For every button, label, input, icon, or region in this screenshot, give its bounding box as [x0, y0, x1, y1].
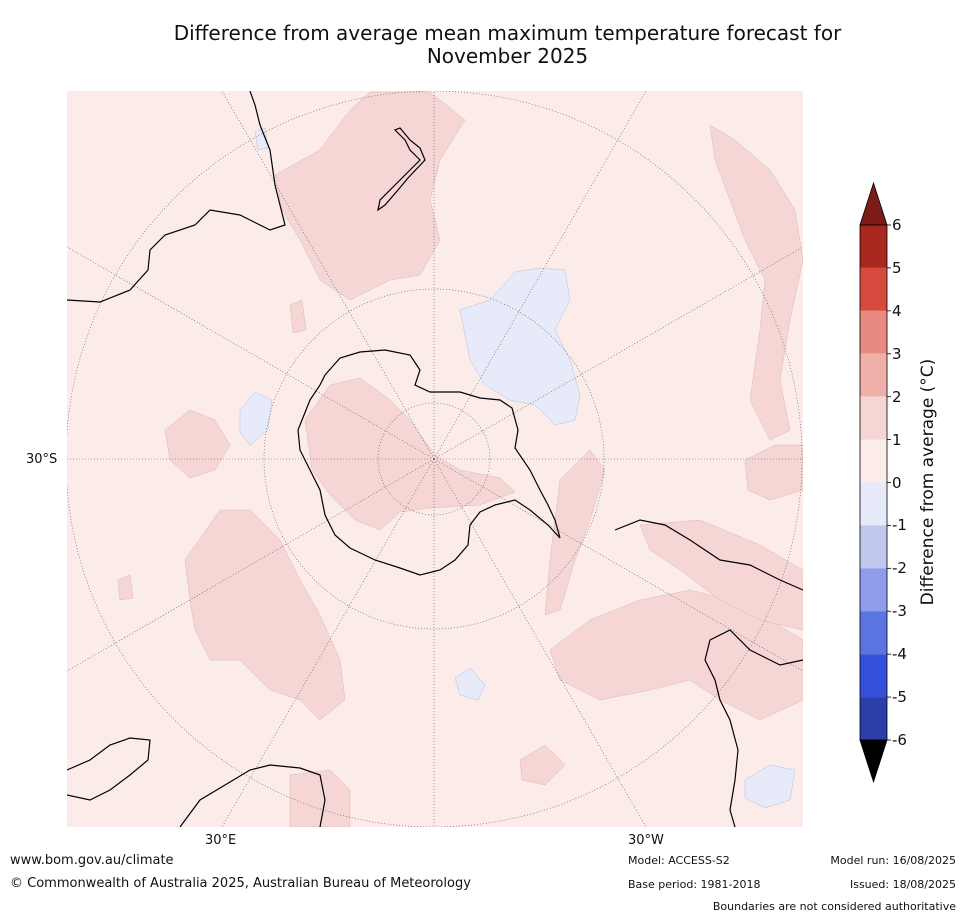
anomaly-regions: [117, 91, 803, 827]
colorbar-tick-label: -4: [892, 645, 907, 664]
colorbar-tick-label: 2: [892, 387, 902, 406]
colorbar-tick-label: 6: [892, 216, 902, 234]
lon-label-30e: 30°E: [205, 833, 237, 848]
coastline-south-america: [614, 519, 803, 591]
cool-region-indian: [239, 391, 273, 446]
warm-region-indian: [164, 409, 231, 479]
latitude-circle-60s: [263, 288, 605, 630]
colorbar-segment: [860, 568, 887, 612]
colorbar-tick-label: -2: [892, 559, 907, 578]
colorbar-segment: [860, 267, 887, 311]
disclaimer-text: Boundaries are not considered authoritat…: [712, 900, 956, 913]
base-period-text: Base period: 1981-2018: [628, 878, 761, 891]
warm-region-nz: [274, 91, 466, 301]
colorbar-segment: [860, 611, 887, 655]
colorbar-extend-min: [859, 739, 888, 784]
colorbar-tick-label: 5: [892, 258, 902, 277]
coastline-madagascar: [67, 737, 151, 801]
coastlines: [67, 91, 803, 827]
latitude-circle-inner: [377, 402, 491, 516]
chart-title: Difference from average mean maximum tem…: [0, 22, 965, 68]
coastline-south-america-east: [704, 629, 803, 827]
lon-label-30w: 30°W: [628, 833, 664, 848]
colorbar-segment: [860, 439, 887, 483]
colorbar-segment: [860, 310, 887, 354]
colorbar-tick-label: 0: [892, 473, 902, 492]
colorbar-segment: [860, 482, 887, 526]
website-link[interactable]: www.bom.gov.au/climate: [10, 853, 174, 868]
graticule: [67, 91, 803, 827]
coastline-australia: [67, 91, 286, 303]
colorbar-tick-label: -5: [892, 688, 907, 707]
cool-region-weddell: [459, 267, 581, 426]
model-text: Model: ACCESS-S2: [628, 854, 730, 867]
warm-region-antarctica: [304, 377, 516, 531]
meridian-120w: [433, 246, 803, 460]
title-line-1: Difference from average mean maximum tem…: [173, 21, 842, 45]
colorbar-segment: [860, 396, 887, 440]
lat-label-30s: 30°S: [26, 452, 58, 467]
colorbar-segment: [860, 654, 887, 698]
colorbar-tick-label: -6: [892, 731, 907, 749]
colorbar-label: Difference from average (°C): [918, 358, 938, 606]
colorbar-tick-label: -3: [892, 602, 907, 621]
warm-region-indian-south: [184, 509, 346, 721]
latitude-circle-30s: [67, 91, 803, 827]
colorbar-segment: [860, 225, 887, 268]
coastline-new-zealand: [377, 127, 426, 212]
warm-region-east: [709, 124, 803, 441]
warm-region-small-2: [117, 574, 134, 601]
copyright-text: © Commonwealth of Australia 2025, Austra…: [10, 876, 471, 891]
colorbar-tick-label: 4: [892, 301, 902, 320]
coastline-antarctica: [297, 349, 561, 576]
colorbar-tick-label: 1: [892, 430, 902, 449]
cool-region-africa-south: [744, 764, 796, 809]
coastline-africa: [179, 764, 326, 827]
colorbar: [859, 181, 891, 784]
warm-region-small-3: [289, 299, 307, 334]
colorbar-tick-label: 3: [892, 344, 902, 363]
colorbar-segment: [860, 525, 887, 569]
warm-region-small-1: [519, 744, 566, 786]
cool-region-south-atlantic: [454, 667, 486, 701]
issued-text: Issued: 18/08/2025: [849, 878, 956, 891]
model-run-text: Model run: 16/08/2025: [830, 854, 956, 867]
warm-region-atlantic: [549, 589, 803, 721]
colorbar-tick-label: -1: [892, 516, 907, 535]
colorbar-extend-max: [859, 181, 888, 226]
warm-region-africa: [289, 769, 351, 827]
warm-region-drake: [544, 449, 606, 616]
title-line-2: November 2025: [426, 44, 589, 68]
colorbar-segment: [860, 353, 887, 397]
colorbar-segment: [860, 697, 887, 740]
meridian-60w: [433, 458, 803, 672]
warm-region-south-america: [639, 519, 803, 631]
